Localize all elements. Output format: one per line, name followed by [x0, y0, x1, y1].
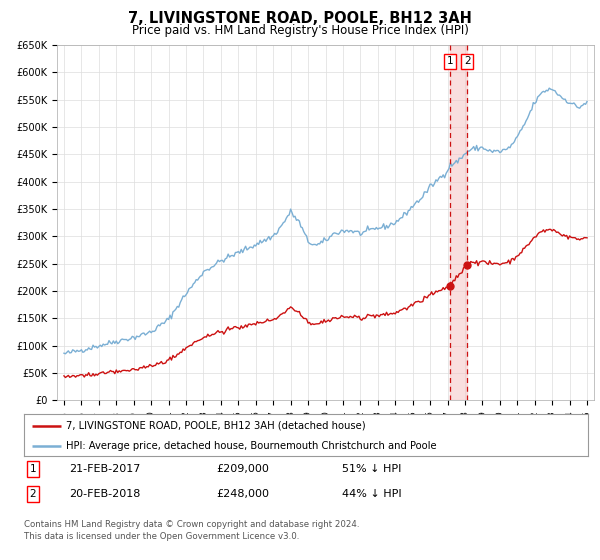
Text: HPI: Average price, detached house, Bournemouth Christchurch and Poole: HPI: Average price, detached house, Bour… [66, 441, 437, 451]
Text: 51% ↓ HPI: 51% ↓ HPI [342, 464, 401, 474]
Text: 2: 2 [29, 489, 37, 499]
Text: This data is licensed under the Open Government Licence v3.0.: This data is licensed under the Open Gov… [24, 532, 299, 541]
Text: 7, LIVINGSTONE ROAD, POOLE, BH12 3AH: 7, LIVINGSTONE ROAD, POOLE, BH12 3AH [128, 11, 472, 26]
Text: 1: 1 [446, 56, 453, 66]
Text: 7, LIVINGSTONE ROAD, POOLE, BH12 3AH (detached house): 7, LIVINGSTONE ROAD, POOLE, BH12 3AH (de… [66, 421, 366, 431]
Text: Contains HM Land Registry data © Crown copyright and database right 2024.: Contains HM Land Registry data © Crown c… [24, 520, 359, 529]
Text: 1: 1 [29, 464, 37, 474]
Text: £248,000: £248,000 [216, 489, 269, 499]
Bar [449, 45, 467, 400]
Text: 44% ↓ HPI: 44% ↓ HPI [342, 489, 401, 499]
Text: 21-FEB-2017: 21-FEB-2017 [69, 464, 140, 474]
Text: 20-FEB-2018: 20-FEB-2018 [69, 489, 140, 499]
Text: Price paid vs. HM Land Registry's House Price Index (HPI): Price paid vs. HM Land Registry's House … [131, 24, 469, 36]
Text: £209,000: £209,000 [216, 464, 269, 474]
Text: 2: 2 [464, 56, 470, 66]
